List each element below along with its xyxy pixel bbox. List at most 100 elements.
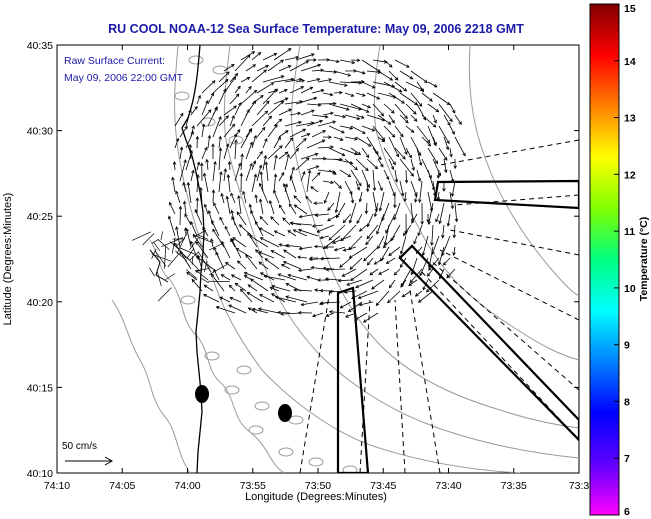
current-vector-head	[259, 150, 263, 155]
current-vector-head	[289, 137, 294, 141]
current-vector	[191, 279, 203, 292]
current-vector-head	[258, 164, 263, 169]
current-vector	[383, 147, 396, 165]
current-vector-head	[366, 261, 371, 266]
current-vector-head	[324, 245, 329, 249]
current-vector	[160, 231, 163, 241]
current-vector	[300, 171, 306, 182]
current-vector	[350, 268, 368, 281]
current-vector-head	[391, 110, 395, 114]
current-vector-head	[378, 156, 382, 161]
current-vector-head	[308, 257, 313, 262]
current-vector	[399, 114, 409, 123]
current-vector	[327, 213, 341, 222]
current-vector	[295, 138, 307, 149]
current-vector	[164, 273, 176, 281]
current-vector	[376, 213, 385, 235]
current-vector-head	[306, 132, 311, 137]
current-vector	[265, 162, 269, 182]
current-vector	[410, 136, 422, 156]
current-vector-head	[287, 65, 292, 69]
current-vector	[372, 125, 385, 141]
current-vector	[256, 65, 269, 72]
current-vector	[270, 287, 280, 292]
current-vector	[349, 202, 357, 224]
current-vector-head	[328, 310, 333, 314]
current-vector-head	[258, 227, 263, 231]
current-vector	[245, 163, 253, 182]
current-vector-head	[203, 284, 208, 288]
current-vector-head	[234, 72, 239, 77]
current-vector-head	[346, 107, 350, 111]
current-vector-head	[175, 190, 179, 195]
current-vector	[410, 202, 414, 222]
current-vector-head	[277, 136, 281, 141]
current-vector	[298, 229, 319, 237]
current-vector-head	[220, 274, 225, 278]
current-vector	[375, 290, 390, 306]
current-vector-head	[255, 249, 259, 253]
x-tick-label: 73:45	[370, 480, 396, 492]
current-vector	[173, 161, 176, 171]
current-vector	[274, 230, 286, 237]
current-vector	[427, 103, 439, 113]
current-vector	[236, 248, 253, 259]
current-vector	[399, 70, 413, 80]
current-vector-head	[417, 178, 422, 182]
current-vector	[344, 92, 354, 97]
current-vector-head	[248, 128, 252, 133]
current-vector	[234, 85, 241, 94]
current-vector-head	[298, 246, 303, 251]
current-vector	[269, 200, 275, 215]
current-vector	[194, 209, 203, 226]
current-vector-head	[316, 77, 321, 82]
current-vector	[355, 136, 371, 147]
current-vector	[388, 92, 405, 104]
current-vector	[218, 148, 221, 171]
current-vector	[306, 170, 311, 193]
x-tick-label: 73:3	[569, 480, 590, 492]
current-vector-head	[320, 68, 325, 73]
current-vector-head	[211, 219, 215, 224]
contour-speck	[308, 457, 324, 467]
current-vector	[366, 114, 385, 121]
current-vector-head	[289, 221, 294, 226]
current-vector	[339, 169, 351, 178]
current-vector	[195, 241, 209, 259]
current-vector	[301, 301, 319, 306]
scale-arrow	[65, 456, 114, 466]
current-vector	[394, 147, 406, 160]
current-vector-head	[259, 294, 263, 298]
current-vector-head	[319, 235, 324, 240]
current-vector-head	[434, 160, 438, 165]
current-vector-head	[426, 219, 430, 224]
current-vector	[377, 158, 384, 168]
current-vector	[273, 155, 277, 171]
current-vector-head	[191, 278, 196, 283]
current-vector	[399, 180, 404, 196]
current-vector-head	[225, 143, 230, 147]
current-vector-head	[230, 209, 234, 214]
dashed-sector-line	[439, 139, 579, 166]
current-vector	[399, 136, 408, 155]
current-vector	[312, 312, 324, 317]
current-vector	[179, 247, 197, 256]
current-vector	[403, 224, 412, 236]
current-vector-head	[201, 123, 206, 128]
current-vector-head	[223, 88, 227, 93]
current-vector	[229, 93, 240, 105]
current-vector-head	[330, 180, 335, 185]
current-vector	[300, 64, 321, 72]
current-vector-head	[417, 299, 422, 303]
current-vector	[311, 69, 324, 72]
current-vector	[377, 114, 391, 125]
current-vector	[404, 191, 407, 202]
current-vector	[383, 169, 390, 180]
contour-speck	[174, 91, 190, 101]
current-vector-head	[341, 130, 345, 134]
colorbar-tick-label: 9	[624, 340, 630, 352]
current-vector-head	[342, 248, 347, 252]
current-vector-head	[249, 141, 254, 146]
current-vector-head	[285, 243, 289, 248]
current-vector	[399, 92, 418, 106]
